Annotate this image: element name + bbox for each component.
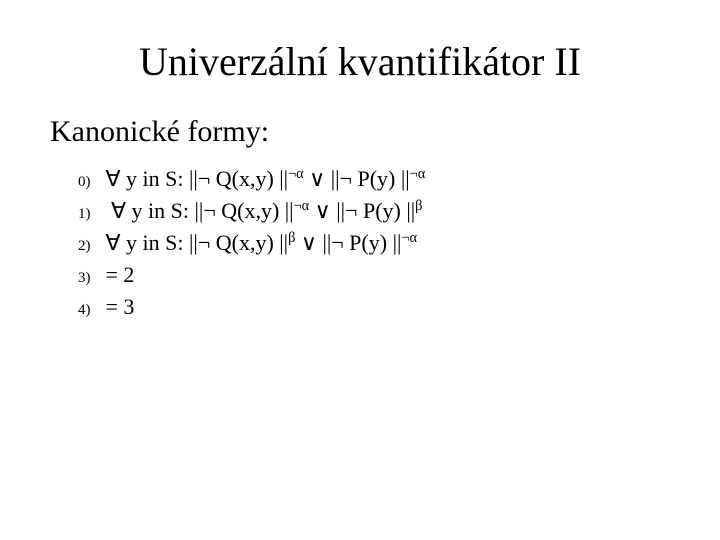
list-item: 3) = 2 [78, 259, 670, 291]
item-content: = 2 [100, 259, 134, 291]
slide-title: Univerzální kvantifikátor II [50, 38, 670, 85]
item-numeral: 3) [78, 268, 100, 290]
item-content: = 3 [100, 291, 134, 323]
list-item: 1) ∀ y in S: ||¬ Q(x,y) ||¬α ∨ ||¬ P(y) … [78, 195, 670, 227]
slide-heading: Kanonické formy: [50, 115, 670, 149]
item-numeral: 0) [78, 172, 100, 194]
item-content: ∀ y in S: ||¬ Q(x,y) ||¬α ∨ ||¬ P(y) ||β [100, 195, 422, 227]
list-item: 0) ∀ y in S: ||¬ Q(x,y) ||¬α ∨ ||¬ P(y) … [78, 163, 670, 195]
list-item: 4) = 3 [78, 291, 670, 323]
item-list: 0) ∀ y in S: ||¬ Q(x,y) ||¬α ∨ ||¬ P(y) … [78, 163, 670, 322]
item-numeral: 1) [78, 204, 100, 226]
item-numeral: 4) [78, 300, 100, 322]
item-numeral: 2) [78, 236, 100, 258]
list-item: 2) ∀ y in S: ||¬ Q(x,y) ||β ∨ ||¬ P(y) |… [78, 227, 670, 259]
slide-container: Univerzální kvantifikátor II Kanonické f… [0, 0, 720, 540]
item-content: ∀ y in S: ||¬ Q(x,y) ||¬α ∨ ||¬ P(y) ||¬… [100, 163, 425, 195]
item-content: ∀ y in S: ||¬ Q(x,y) ||β ∨ ||¬ P(y) ||¬α [100, 227, 417, 259]
